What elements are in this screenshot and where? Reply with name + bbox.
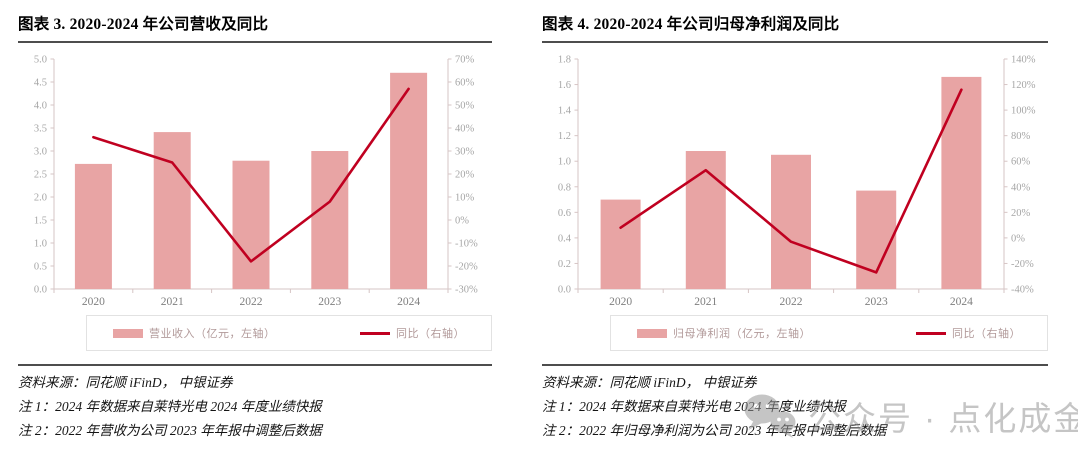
svg-text:1.4: 1.4 [558, 106, 572, 117]
note-1: 注 1：2024 年数据来自莱特光电 2024 年度业绩快报 [18, 399, 322, 414]
net-profit-panel: 图表 4. 2020-2024 年公司归母净利润及同比 0.0 0.2 0.4 0.6… [542, 12, 1048, 443]
net-profit-chart-legend: 归母净利润（亿元，左轴） 同比（右轴） [610, 315, 1048, 351]
source-line: 资料来源：同花顺 iFinD， 中银证券 [542, 375, 757, 390]
svg-text:0.8: 0.8 [558, 182, 571, 193]
svg-text:4.5: 4.5 [34, 78, 47, 89]
revenue-chart-legend: 营业收入（亿元，左轴） 同比（右轴） [86, 315, 492, 351]
svg-text:0%: 0% [455, 216, 469, 227]
svg-text:60%: 60% [1011, 157, 1031, 168]
svg-text:0.5: 0.5 [34, 262, 47, 273]
svg-text:2024: 2024 [950, 296, 973, 308]
line-swatch-icon [360, 331, 390, 335]
note-2: 注 2：2022 年归母净利润为公司 2023 年年报中调整后数据 [542, 423, 887, 438]
svg-text:2.0: 2.0 [34, 193, 47, 204]
svg-text:2021: 2021 [161, 296, 184, 308]
revenue-notes: 资料来源：同花顺 iFinD， 中银证券 注 1：2024 年数据来自莱特光电 … [18, 366, 492, 443]
svg-text:-20%: -20% [1011, 259, 1034, 270]
svg-text:0.4: 0.4 [558, 233, 572, 244]
svg-text:5.0: 5.0 [34, 55, 47, 66]
svg-text:2022: 2022 [780, 296, 803, 308]
bar-swatch-icon [637, 328, 667, 338]
svg-text:2024: 2024 [397, 296, 420, 308]
revenue-chart: 0.0 0.5 1.0 1.5 2.0 2.5 3.0 3.5 4.0 4.5 5.0 -30% -20… [34, 55, 478, 309]
svg-text:-20%: -20% [455, 262, 478, 273]
svg-text:20%: 20% [1011, 208, 1031, 219]
svg-text:30%: 30% [455, 147, 475, 158]
svg-text:1.0: 1.0 [34, 239, 47, 250]
legend-label-bar: 营业收入（亿元，左轴） [149, 328, 276, 340]
note-2: 注 2：2022 年营收为公司 2023 年年报中调整后数据 [18, 423, 322, 438]
svg-text:0%: 0% [1011, 233, 1025, 244]
svg-text:1.6: 1.6 [558, 80, 571, 91]
svg-text:40%: 40% [455, 124, 475, 135]
line-swatch-icon [916, 331, 946, 335]
svg-text:1.5: 1.5 [34, 216, 47, 227]
svg-text:0.6: 0.6 [558, 208, 571, 219]
svg-text:0.0: 0.0 [34, 285, 47, 296]
legend-label-bar: 归母净利润（亿元，左轴） [673, 328, 811, 340]
svg-text:120%: 120% [1011, 80, 1036, 91]
bar-swatch-icon [113, 328, 143, 338]
svg-text:10%: 10% [455, 193, 475, 204]
svg-text:2023: 2023 [318, 296, 341, 308]
net-profit-panel-title: 图表 4. 2020-2024 年公司归母净利润及同比 [542, 12, 1048, 43]
svg-text:1.0: 1.0 [558, 157, 571, 168]
svg-text:0.2: 0.2 [558, 259, 571, 270]
svg-text:-40%: -40% [1011, 285, 1034, 296]
svg-text:2022: 2022 [240, 296, 263, 308]
svg-text:2021: 2021 [694, 296, 717, 308]
legend-label-line: 同比（右轴） [396, 328, 465, 340]
legend-label-line: 同比（右轴） [952, 328, 1021, 340]
svg-text:40%: 40% [1011, 182, 1031, 193]
net-profit-chart: 0.0 0.2 0.4 0.6 0.8 1.0 1.2 1.4 1.6 1.8 -40% -20% 0%… [558, 55, 1036, 309]
svg-text:2020: 2020 [609, 296, 632, 308]
svg-text:2023: 2023 [865, 296, 888, 308]
note-1: 注 1：2024 年数据来自莱特光电 2024 年度业绩快报 [542, 399, 846, 414]
svg-text:-30%: -30% [455, 285, 478, 296]
legend-item-bar: 归母净利润（亿元，左轴） [637, 325, 811, 341]
divider [18, 364, 492, 366]
svg-text:20%: 20% [455, 170, 475, 181]
svg-text:80%: 80% [1011, 131, 1031, 142]
legend-item-line: 同比（右轴） [360, 325, 465, 341]
revenue-panel: 图表 3. 2020-2024 年公司营收及同比 0.0 0.5 1.0 1.5 2.0… [18, 12, 492, 443]
svg-text:1.2: 1.2 [558, 131, 571, 142]
svg-text:1.8: 1.8 [558, 55, 571, 66]
net-profit-notes: 资料来源：同花顺 iFinD， 中银证券 注 1：2024 年数据来自莱特光电 … [542, 366, 1048, 443]
divider [542, 364, 1048, 366]
svg-text:50%: 50% [455, 101, 475, 112]
source-line: 资料来源：同花顺 iFinD， 中银证券 [18, 375, 233, 390]
legend-item-line: 同比（右轴） [916, 325, 1021, 341]
svg-text:3.5: 3.5 [34, 124, 47, 135]
svg-text:2020: 2020 [82, 296, 105, 308]
svg-text:70%: 70% [455, 55, 475, 66]
svg-text:60%: 60% [455, 78, 475, 89]
revenue-panel-title: 图表 3. 2020-2024 年公司营收及同比 [18, 12, 492, 43]
svg-text:3.0: 3.0 [34, 147, 47, 158]
svg-text:100%: 100% [1011, 106, 1036, 117]
svg-text:2.5: 2.5 [34, 170, 47, 181]
legend-item-bar: 营业收入（亿元，左轴） [113, 325, 276, 341]
svg-text:0.0: 0.0 [558, 285, 571, 296]
svg-text:140%: 140% [1011, 55, 1036, 66]
svg-text:4.0: 4.0 [34, 101, 47, 112]
svg-text:-10%: -10% [455, 239, 478, 250]
